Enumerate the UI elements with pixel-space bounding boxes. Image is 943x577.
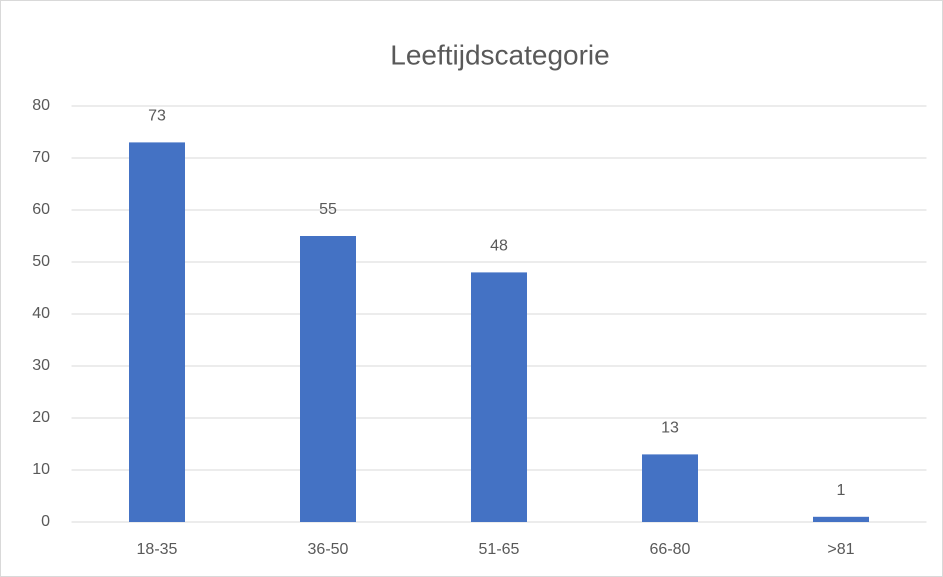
bar	[471, 272, 527, 522]
x-tick-label: 66-80	[650, 541, 691, 558]
x-tick-label: 36-50	[308, 541, 349, 558]
y-tick-label: 20	[32, 409, 50, 426]
bar	[300, 236, 356, 522]
y-tick-label: 80	[32, 97, 50, 114]
y-tick-label: 40	[32, 305, 50, 322]
data-label: 55	[319, 201, 337, 218]
data-label: 13	[661, 420, 679, 437]
y-tick-label: 30	[32, 357, 50, 374]
data-label: 1	[837, 482, 846, 499]
bar	[813, 516, 869, 522]
bar	[642, 454, 698, 522]
x-tick-label: 51-65	[479, 541, 520, 558]
y-tick-label: 70	[32, 149, 50, 166]
bar	[129, 142, 185, 522]
y-tick-label: 50	[32, 253, 50, 270]
y-tick-label: 60	[32, 201, 50, 218]
y-tick-label: 10	[32, 461, 50, 478]
chart-title: Leeftijdscategorie	[390, 39, 609, 70]
data-label: 48	[490, 238, 508, 255]
y-tick-label: 0	[41, 513, 50, 530]
data-label: 73	[148, 108, 166, 125]
x-tick-label: >81	[827, 541, 854, 558]
x-tick-label: 18-35	[137, 541, 178, 558]
